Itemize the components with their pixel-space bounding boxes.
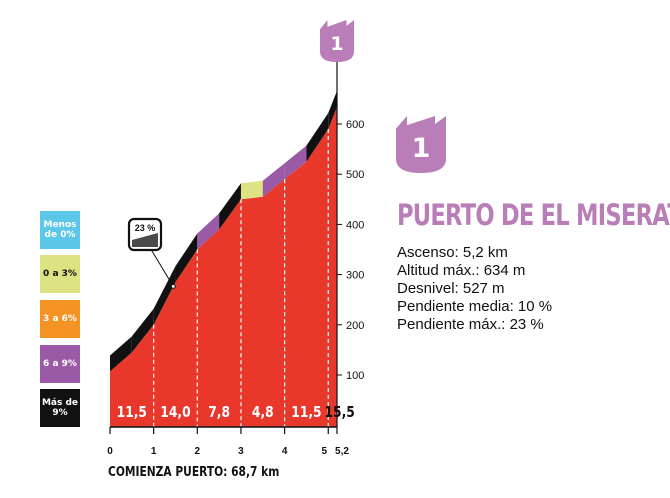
gradient-segment-8 [284,145,307,180]
gradient-segment-3 [175,233,198,283]
x-tick-label-6: 5,2 [335,446,349,457]
gradient-segment-4 [197,213,220,250]
y-tick-label-1: 200 [346,320,364,332]
y-tick-label-2: 300 [346,270,364,282]
legend-0-3-label: 0 a 3% [43,269,77,279]
climb-name: PUERTO DE EL MISERAT [397,198,670,232]
gradient-segment-6 [240,180,263,200]
legend-0-3: 0 a 3% [40,255,80,293]
gradient-segment-0 [110,336,132,372]
km-gradient-label-5: 15,5 [324,404,354,421]
legend-3-6-label: 3 a 6% [43,314,77,324]
gradient-segment-5 [219,183,241,230]
x-tick-label-1: 1 [151,446,157,457]
legend-6-9: 6 a 9% [40,345,80,383]
info-category-badge-shape [396,116,446,173]
y-tick-label-4: 500 [346,169,364,181]
legend-negative-label: Menos de 0% [43,220,77,240]
stat-elevation-gain: Desnivel: 527 m [397,280,505,297]
max-gradient-wedge [132,233,158,247]
x-tick-label-0: 0 [107,446,113,457]
summit-category-badge-shape [320,20,354,62]
legend-3-6: 3 a 6% [40,300,80,338]
climb-stats: Ascenso: 5,2 km Altitud máx.: 634 m Desn… [397,244,552,334]
x-tick-label-5: 5 [321,446,327,457]
km-gradient-label-2: 7,8 [208,404,230,421]
gradient-segment-10 [328,90,337,130]
summit-category-badge-number: 1 [330,33,343,55]
legend-over-9-label: Más de 9% [41,398,79,418]
y-tick-label-5: 600 [346,119,364,131]
stat-max-altitude: Altitud máx.: 634 m [397,262,526,279]
km-gradient-label-3: 4,8 [252,404,274,421]
km-gradient-label-0: 11,5 [117,404,147,421]
gradient-segment-1 [131,308,154,353]
km-gradient-label-4: 11,5 [291,404,321,421]
info-category-badge-number: 1 [412,133,431,164]
stat-max-gradient: Pendiente máx.: 23 % [397,316,544,333]
km-gradient-label-1: 14,0 [160,404,190,421]
max-gradient-value: 23 % [135,223,156,233]
y-tick-label-3: 400 [346,219,364,231]
x-tick-label-4: 4 [282,446,288,457]
x-tick-label-3: 3 [238,446,244,457]
gradient-segment-7 [262,163,285,197]
legend-6-9-label: 6 a 9% [43,359,77,369]
max-gradient-point [170,283,176,289]
legend-negative: Menos de 0% [40,211,80,249]
legend-over-9: Más de 9% [40,389,80,427]
stat-ascent: Ascenso: 5,2 km [397,244,508,261]
x-tick-label-2: 2 [195,446,201,457]
climb-start-label: COMIENZA PUERTO: 68,7 km [108,465,280,480]
y-tick-label-0: 100 [346,370,364,382]
gradient-segment-9 [306,113,329,162]
profile-area [110,106,337,428]
max-gradient-pointer [148,245,174,287]
stat-average-gradient: Pendiente media: 10 % [397,298,553,315]
